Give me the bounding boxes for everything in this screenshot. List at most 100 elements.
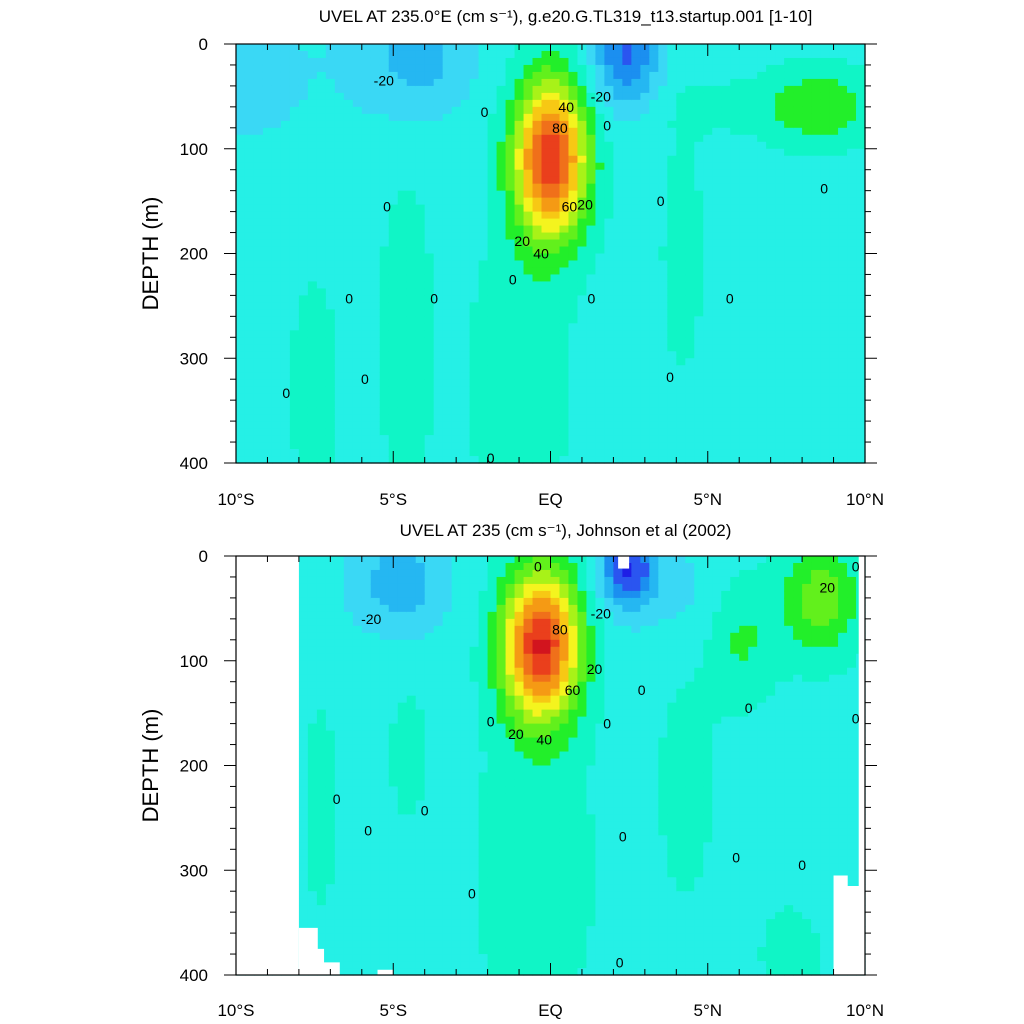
contour-cell — [370, 253, 381, 262]
contour-cell — [370, 85, 381, 94]
contour-cell — [316, 127, 327, 136]
contour-cell — [604, 442, 614, 450]
contour-cell — [433, 190, 444, 199]
contour-cell — [460, 50, 471, 59]
contour-cell — [388, 267, 399, 276]
contour-cell — [622, 92, 632, 101]
contour-cell — [361, 414, 372, 422]
contour-cell — [577, 183, 588, 192]
contour-cell — [496, 358, 507, 366]
contour-cell — [514, 323, 525, 331]
contour-cell — [793, 344, 803, 352]
contour-cell — [847, 50, 857, 59]
contour-cell — [766, 344, 776, 352]
contour-cell — [442, 239, 453, 248]
contour-cell — [721, 71, 731, 80]
contour-cell — [847, 372, 857, 380]
contour-cell — [379, 386, 390, 394]
contour-cell — [703, 57, 713, 66]
contour-cell — [523, 428, 534, 436]
contour-cell — [406, 71, 417, 80]
contour-cell — [811, 183, 821, 192]
contour-cell — [352, 260, 363, 269]
contour-cell — [613, 253, 623, 262]
contour-cell — [343, 246, 354, 255]
contour-cell — [433, 246, 444, 255]
contour-cell — [316, 576, 327, 585]
contour-cell — [271, 71, 282, 80]
contour-cell — [838, 295, 848, 303]
contour-cell — [811, 393, 821, 401]
contour-cell — [766, 176, 776, 185]
contour-cell — [451, 197, 462, 206]
contour-cell — [487, 435, 498, 443]
contour-cell — [712, 281, 722, 290]
contour-cell — [451, 400, 462, 408]
contour-cell — [658, 449, 668, 457]
contour-cell — [388, 393, 399, 401]
contour-cell — [676, 253, 686, 262]
contour-cell — [334, 211, 345, 220]
contour-cell — [415, 113, 426, 122]
contour-cell — [775, 239, 785, 248]
contour-cell — [685, 281, 695, 290]
contour-cell — [271, 407, 282, 415]
contour-cell — [784, 64, 794, 73]
contour-cell — [784, 127, 794, 136]
contour-cell — [604, 162, 614, 171]
contour-cell — [433, 337, 444, 345]
contour-cell — [649, 267, 659, 276]
contour-cell — [406, 92, 417, 101]
contour-cell — [370, 309, 381, 317]
contour-cell — [550, 323, 561, 331]
contour-cell — [442, 162, 453, 171]
contour-cell — [523, 127, 534, 136]
contour-cell — [415, 260, 426, 269]
contour-label: 0 — [657, 193, 665, 209]
contour-cell — [334, 562, 345, 571]
contour-cell — [370, 414, 381, 422]
contour-cell — [361, 316, 372, 324]
contour-cell — [523, 456, 534, 464]
contour-cell — [586, 155, 597, 164]
contour-cell — [469, 169, 480, 178]
contour-cell — [757, 281, 767, 290]
contour-cell — [775, 183, 785, 192]
contour-cell — [694, 106, 704, 115]
contour-cell — [253, 414, 264, 422]
contour-cell — [236, 246, 246, 255]
contour-cell — [379, 239, 390, 248]
contour-cell — [280, 344, 291, 352]
contour-cell — [712, 274, 722, 283]
contour-cell — [478, 393, 489, 401]
contour-cell — [775, 295, 785, 303]
contour-cell — [694, 414, 704, 422]
contour-cell — [649, 407, 659, 415]
contour-cell — [236, 323, 246, 331]
contour-cell — [748, 421, 758, 429]
contour-cell — [829, 281, 839, 290]
contour-cell — [343, 85, 354, 94]
contour-cell — [721, 372, 731, 380]
contour-cell — [550, 302, 561, 310]
contour-cell — [667, 85, 677, 94]
contour-cell — [640, 449, 650, 457]
contour-cell — [442, 442, 453, 450]
contour-cell — [325, 393, 336, 401]
contour-cell — [622, 253, 632, 262]
contour-cell — [748, 260, 758, 269]
contour-cell — [379, 337, 390, 345]
contour-cell — [442, 351, 453, 359]
contour-cell — [847, 400, 857, 408]
contour-cell — [595, 309, 606, 317]
contour-cell — [289, 456, 300, 464]
contour-cell — [406, 85, 417, 94]
contour-cell — [847, 365, 857, 373]
contour-cell — [577, 253, 588, 262]
contour-cell — [307, 772, 318, 781]
contour-cell — [334, 302, 345, 310]
contour-cell — [568, 330, 579, 338]
contour-cell — [406, 323, 417, 331]
contour-cell — [721, 246, 731, 255]
